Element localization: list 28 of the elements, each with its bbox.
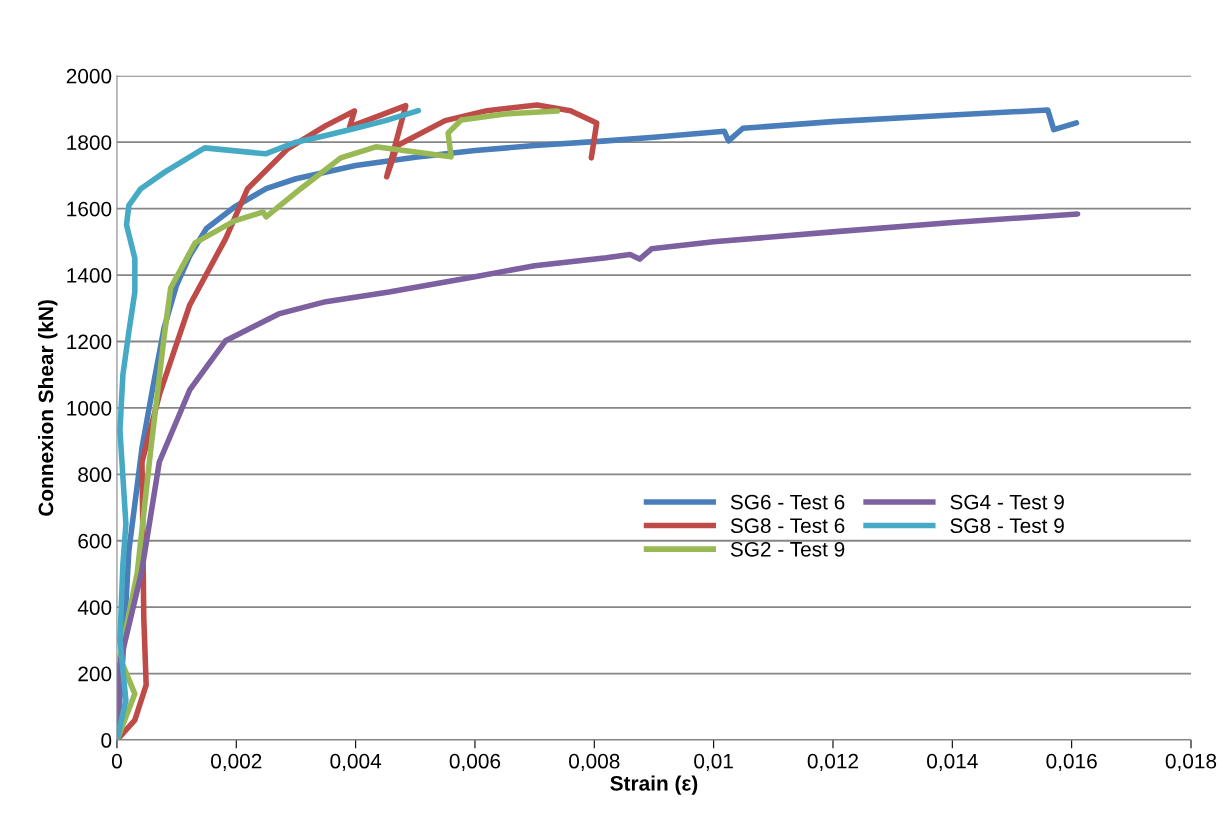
legend-label: SG8 - Test 6 bbox=[730, 518, 845, 534]
y-axis-title: Connexion Shear (kN) bbox=[37, 300, 58, 516]
y-tick-label: 400 bbox=[77, 600, 112, 615]
legend-label: SG6 - Test 6 bbox=[730, 494, 845, 510]
x-tick-label: 0,006 bbox=[449, 753, 501, 771]
y-tick-label: 1600 bbox=[67, 201, 112, 217]
x-tick-label: 0,012 bbox=[807, 753, 858, 771]
x-tick-label: 0,014 bbox=[927, 753, 978, 771]
x-tick-label: 0,008 bbox=[569, 753, 620, 771]
x-tick-label: 0,002 bbox=[211, 753, 262, 771]
x-tick-label: 0,01 bbox=[694, 753, 733, 771]
y-tick-label: 200 bbox=[78, 666, 112, 682]
y-tick-label: 800 bbox=[78, 467, 112, 483]
y-tick-label: 0 bbox=[101, 733, 112, 748]
y-tick-label: 600 bbox=[78, 533, 112, 549]
x-tick-label: 0,018 bbox=[1165, 753, 1217, 771]
y-tick-label: 1400 bbox=[67, 268, 112, 283]
x-tick-label: 0,016 bbox=[1046, 753, 1097, 771]
x-tick-label: 0 bbox=[111, 753, 122, 769]
legend-label: SG4 - Test 9 bbox=[950, 494, 1064, 510]
y-tick-label: 1000 bbox=[67, 400, 112, 416]
y-tick-label: 1200 bbox=[67, 334, 112, 350]
legend-label: SG8 - Test 9 bbox=[950, 518, 1064, 534]
y-tick-label: 1800 bbox=[67, 135, 112, 150]
x-axis-title: Strain (ε) bbox=[610, 775, 698, 795]
y-tick-label: 2000 bbox=[66, 68, 112, 84]
x-tick-label: 0,004 bbox=[330, 753, 382, 771]
legend-label: SG2 - Test 9 bbox=[730, 541, 845, 557]
